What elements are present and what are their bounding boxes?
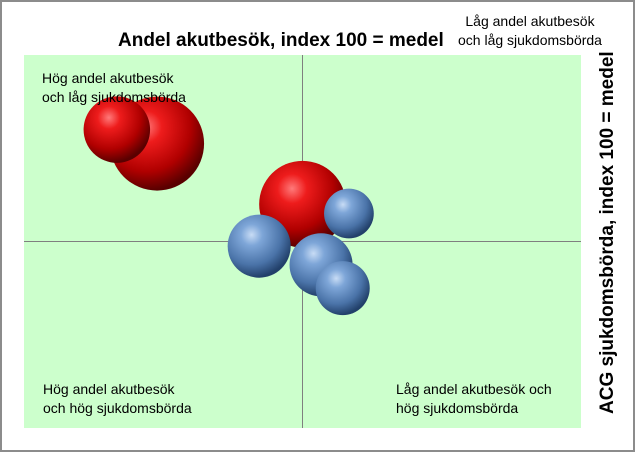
quadrant-label-line: Låg andel akutbesök (465, 13, 595, 29)
quadrant-label-line: hög sjukdomsbörda (396, 400, 519, 416)
bubble-series-1-point-2 (83, 96, 151, 163)
bubble-series-2-point-4 (324, 188, 374, 239)
quadrant-label-line: Låg andel akutbesök och (396, 381, 552, 397)
bubble-series-2-point-3 (315, 261, 370, 316)
quadrant-label-line: Hög andel akutbesök (43, 381, 175, 397)
quadrant-label-line: Hög andel akutbesök (42, 70, 174, 86)
bubbles-group (83, 96, 374, 316)
quadrant-label-line: och låg sjukdomsbörda (458, 32, 602, 48)
y-axis-title: ACG sjukdomsbörda, index 100 = medel (597, 51, 618, 414)
quadrant-label-bottom-right: Låg andel akutbesök och hög sjukdomsbörd… (396, 380, 552, 418)
quadrant-label-line: och hög sjukdomsbörda (43, 400, 192, 416)
quadrant-label-bottom-left: Hög andel akutbesök och hög sjukdomsbörd… (43, 380, 192, 418)
quadrant-label-line: och låg sjukdomsbörda (42, 89, 186, 105)
quadrant-label-top-right: Låg andel akutbesök och låg sjukdomsbörd… (458, 12, 602, 50)
quadrant-label-top-left: Hög andel akutbesök och låg sjukdomsbörd… (42, 69, 186, 107)
bubble-series-2-point-2 (227, 214, 291, 278)
x-axis-title: Andel akutbesök, index 100 = medel (118, 30, 444, 51)
